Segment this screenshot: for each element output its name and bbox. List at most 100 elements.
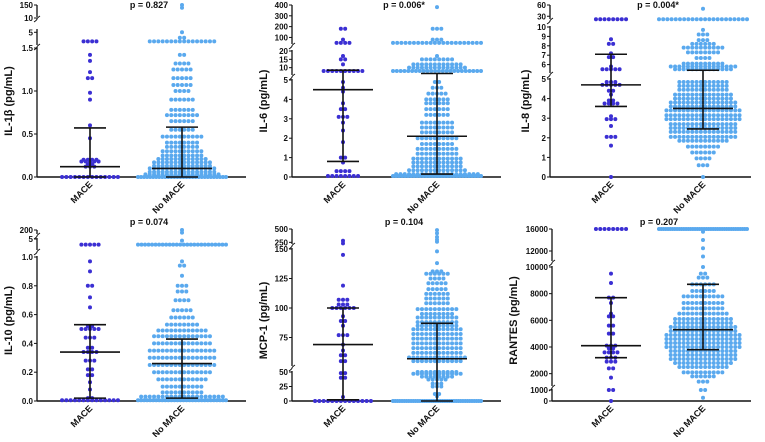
no-mace-point bbox=[703, 301, 708, 305]
mace-point bbox=[609, 124, 613, 129]
no-mace-point bbox=[707, 104, 712, 109]
no-mace-point bbox=[716, 138, 721, 143]
no-mace-point bbox=[698, 50, 703, 55]
no-mace-point bbox=[450, 311, 455, 316]
no-mace-point bbox=[207, 341, 212, 346]
no-mace-point bbox=[685, 333, 690, 337]
no-mace-point bbox=[424, 311, 429, 316]
no-mace-point bbox=[711, 150, 716, 155]
no-mace-point bbox=[673, 357, 678, 361]
no-mace-point bbox=[167, 242, 172, 247]
no-mace-point bbox=[175, 398, 180, 403]
y-axis-label: IL-1β (pg/mL) bbox=[3, 66, 15, 136]
mace-point bbox=[68, 398, 73, 403]
no-mace-point bbox=[690, 306, 695, 311]
y-tick-label: 4 bbox=[284, 95, 289, 104]
no-mace-point bbox=[169, 39, 174, 44]
y-tick-label: 4 bbox=[542, 95, 547, 104]
no-mace-point bbox=[445, 160, 450, 165]
no-mace-point bbox=[694, 370, 699, 375]
no-mace-point bbox=[147, 394, 152, 399]
no-mace-point bbox=[207, 370, 212, 375]
no-mace-point bbox=[424, 164, 429, 169]
no-mace-point bbox=[175, 67, 180, 72]
no-mace-point bbox=[160, 355, 165, 360]
no-mace-point bbox=[160, 153, 165, 158]
no-mace-point bbox=[436, 69, 441, 73]
mace-point bbox=[92, 242, 97, 247]
no-mace-point bbox=[694, 365, 699, 369]
no-mace-point bbox=[450, 315, 455, 320]
no-mace-point bbox=[195, 355, 200, 360]
no-mace-point bbox=[188, 76, 193, 81]
mace-point bbox=[336, 114, 341, 119]
no-mace-point bbox=[707, 365, 712, 369]
mace-point bbox=[343, 318, 348, 323]
y-tick-label: 1.0 bbox=[22, 253, 34, 262]
no-mace-point bbox=[705, 379, 710, 384]
no-mace-point bbox=[424, 370, 429, 374]
no-mace-point bbox=[694, 100, 699, 105]
no-mace-point bbox=[152, 355, 157, 360]
no-mace-point bbox=[411, 336, 416, 341]
no-mace-point bbox=[694, 325, 699, 329]
no-mace-point bbox=[707, 333, 712, 337]
no-mace-point bbox=[220, 398, 225, 403]
no-mace-point bbox=[182, 370, 187, 375]
no-mace-point bbox=[694, 321, 699, 325]
no-mace-point bbox=[711, 45, 716, 50]
no-mace-point bbox=[203, 341, 208, 346]
no-mace-point bbox=[681, 138, 686, 143]
no-mace-point bbox=[724, 317, 729, 321]
no-mace-point bbox=[694, 61, 699, 66]
y-tick-label: 0.8 bbox=[22, 282, 34, 291]
no-mace-point bbox=[698, 64, 703, 69]
x-category-label: MACE bbox=[590, 179, 616, 205]
no-mace-point bbox=[169, 348, 174, 353]
mace-point bbox=[92, 335, 97, 340]
no-mace-point bbox=[720, 122, 725, 127]
y-tick-label: 0.0 bbox=[22, 397, 34, 406]
no-mace-point bbox=[701, 175, 705, 179]
mace-point bbox=[341, 62, 345, 67]
no-mace-point bbox=[432, 164, 437, 169]
no-mace-point bbox=[199, 153, 204, 158]
no-mace-point bbox=[437, 323, 442, 328]
no-mace-point bbox=[720, 353, 725, 357]
no-mace-point bbox=[703, 357, 708, 361]
no-mace-point bbox=[173, 315, 178, 320]
no-mace-point bbox=[445, 156, 450, 161]
no-mace-point bbox=[428, 97, 433, 102]
mace-point bbox=[343, 174, 348, 179]
no-mace-point bbox=[164, 334, 169, 339]
no-mace-point bbox=[724, 122, 729, 127]
no-mace-point bbox=[716, 306, 721, 311]
no-mace-point bbox=[180, 289, 184, 294]
no-mace-point bbox=[195, 322, 200, 327]
no-mace-point bbox=[172, 398, 177, 403]
mace-point bbox=[321, 399, 326, 403]
mace-point bbox=[338, 57, 343, 62]
no-mace-point bbox=[685, 104, 690, 109]
no-mace-point bbox=[143, 172, 148, 177]
no-mace-point bbox=[424, 315, 429, 320]
no-mace-point bbox=[685, 45, 690, 50]
no-mace-point bbox=[182, 355, 187, 360]
no-mace-point bbox=[458, 341, 463, 346]
no-mace-point bbox=[428, 370, 433, 374]
no-mace-point bbox=[454, 172, 459, 177]
no-mace-point bbox=[690, 353, 695, 357]
no-mace-point bbox=[733, 337, 738, 341]
no-mace-point bbox=[443, 91, 448, 96]
no-mace-point bbox=[707, 361, 712, 365]
no-mace-point bbox=[690, 117, 695, 122]
no-mace-point bbox=[177, 39, 182, 44]
no-mace-point bbox=[190, 149, 195, 154]
no-mace-point bbox=[195, 153, 200, 158]
no-mace-point bbox=[224, 242, 228, 247]
no-mace-point bbox=[428, 323, 433, 328]
no-mace-point bbox=[432, 296, 437, 301]
no-mace-point bbox=[685, 357, 690, 361]
no-mace-point bbox=[160, 328, 165, 333]
no-mace-point bbox=[419, 370, 424, 374]
